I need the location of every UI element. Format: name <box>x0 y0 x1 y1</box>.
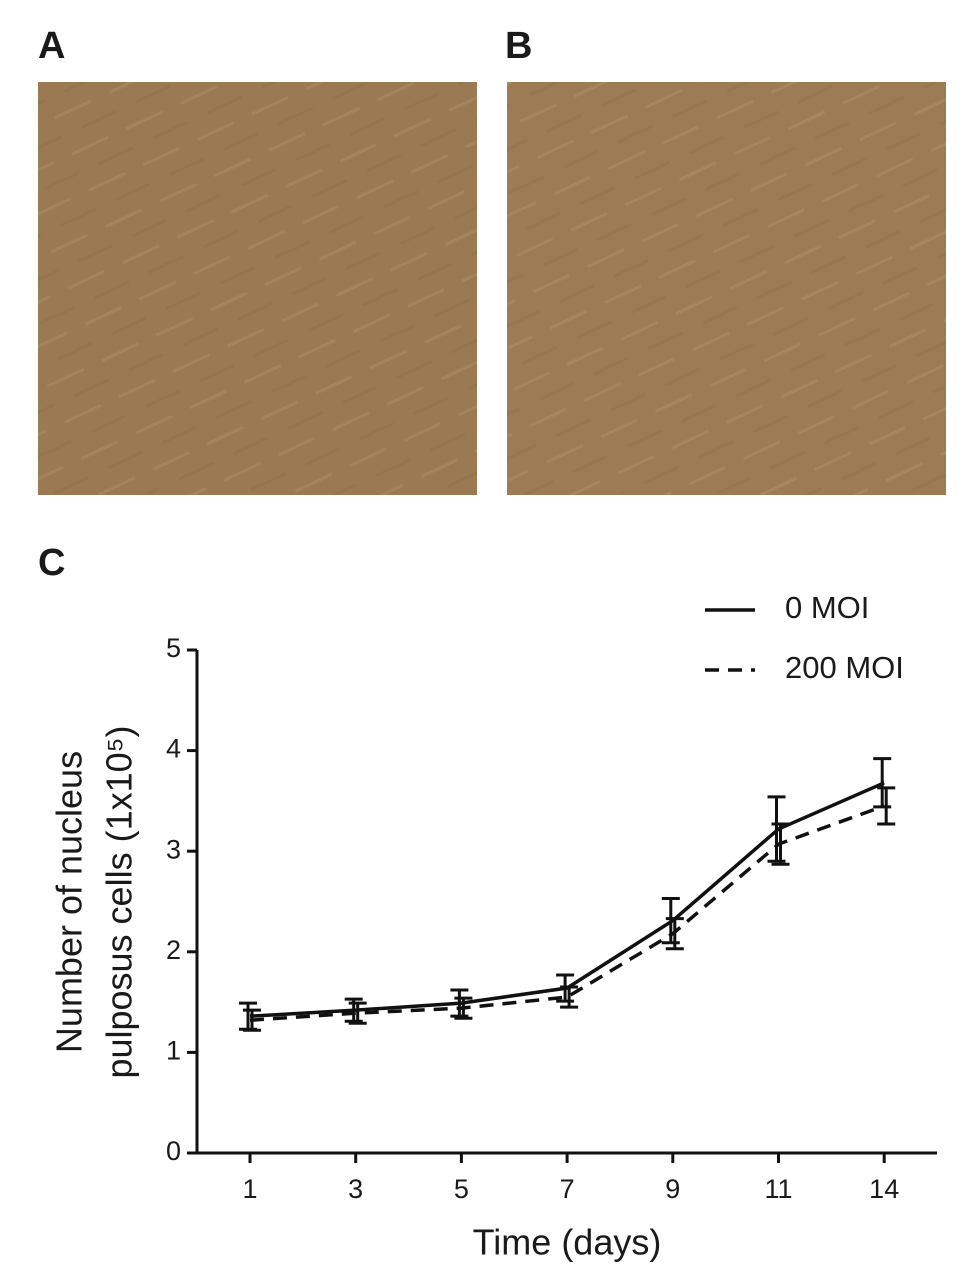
error-bar <box>348 1001 367 1025</box>
x-tick-label: 5 <box>454 1174 469 1204</box>
x-tick-label: 7 <box>560 1174 575 1204</box>
x-tick-label: 9 <box>665 1174 680 1204</box>
error-bar <box>243 1008 261 1032</box>
x-tick-label: 11 <box>764 1174 792 1204</box>
legend-label: 200 MOI <box>785 650 904 685</box>
error-bar <box>450 988 469 1018</box>
x-tick-label: 3 <box>348 1174 363 1204</box>
micrograph-b-texture <box>507 82 946 495</box>
error-bar <box>877 786 896 826</box>
x-axis-label: Time (days) <box>473 1222 662 1263</box>
y-tick-label: 3 <box>166 834 181 864</box>
error-bar <box>665 917 684 951</box>
error-bar <box>454 996 473 1020</box>
x-tick-label: 14 <box>869 1174 899 1204</box>
y-axis-label: Number of nucleus <box>49 751 90 1053</box>
error-bar <box>771 822 790 866</box>
y-tick-label: 1 <box>166 1036 181 1066</box>
error-bar <box>873 757 892 809</box>
y-axis-label: pulposus cells (1x10⁵) <box>99 725 140 1078</box>
y-tick-label: 0 <box>166 1136 181 1166</box>
panel-label: C <box>38 542 65 584</box>
series-line <box>249 804 885 1022</box>
legend-label: 0 MOI <box>785 590 869 625</box>
y-tick-label: 4 <box>166 734 181 764</box>
micrograph-a-texture <box>38 82 477 495</box>
series-line <box>249 781 885 1018</box>
y-tick-label: 2 <box>166 935 181 965</box>
panel-label: A <box>38 25 65 67</box>
y-tick-label: 5 <box>166 633 181 663</box>
x-tick-label: 1 <box>242 1174 257 1204</box>
panel-label: B <box>505 25 532 67</box>
error-bar <box>767 795 786 863</box>
error-bar <box>560 985 579 1009</box>
